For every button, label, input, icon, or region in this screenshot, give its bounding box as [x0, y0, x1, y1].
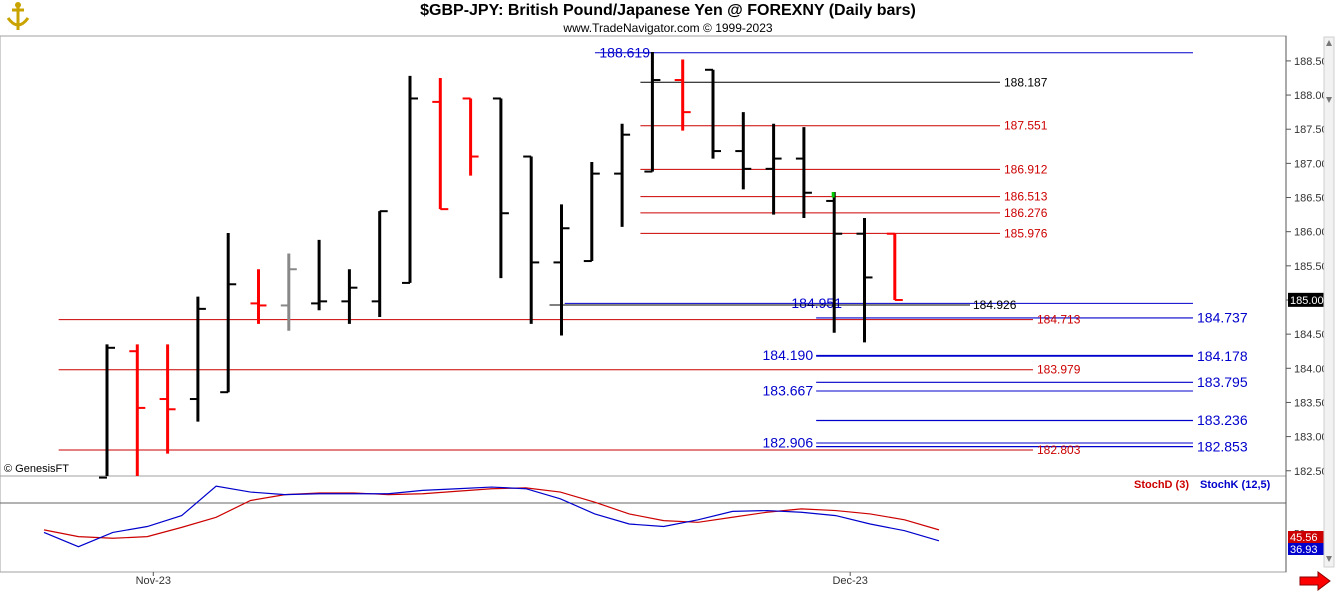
ohlc-bar	[371, 210, 388, 318]
fib-levels: 188.619 188.187 187.551 186.912 186.513 186.2…	[58, 44, 1248, 457]
level-label: 184.951	[791, 295, 842, 311]
stochastic-plot-area	[0, 475, 1287, 573]
price-plot-area	[0, 35, 1287, 477]
ohlc-bar	[765, 123, 782, 215]
level-label: 185.976	[1004, 226, 1048, 240]
level-label: 186.912	[1004, 162, 1048, 176]
last-price-box	[1288, 292, 1333, 307]
scroll-up-icon[interactable]	[1326, 40, 1332, 46]
ohlc-bar	[886, 232, 903, 301]
level-label: 184.926	[973, 298, 1017, 312]
ohlc-bar	[462, 97, 479, 176]
level-label: 188.187	[1004, 75, 1048, 89]
level-label: 183.236	[1197, 412, 1248, 428]
stoch-d-box	[1288, 531, 1333, 543]
level-label: 184.190	[763, 347, 814, 363]
level-label: 186.513	[1004, 190, 1048, 204]
level-label: 182.853	[1197, 438, 1248, 454]
last-price-label: 185.002	[1290, 295, 1330, 307]
logo-ring	[15, 2, 21, 8]
decorations: © GenesisFT	[4, 2, 1335, 591]
chart-title: $GBP-JPY: British Pound/Japanese Yen @ F…	[420, 2, 916, 19]
ohlc-bar	[432, 77, 449, 211]
chart-subtitle: www.TradeNavigator.com © 1999-2023	[563, 21, 773, 35]
ohlc-bar	[735, 112, 752, 190]
ohlc-bar	[159, 344, 176, 454]
level-label: 182.803	[1037, 443, 1081, 457]
ohlc-bar	[856, 218, 873, 343]
ohlc-bar	[523, 155, 540, 324]
ohlc-bar	[826, 192, 843, 333]
ohlc-bar	[583, 162, 600, 263]
level-label: 187.551	[1004, 119, 1048, 133]
ohlc-bar	[311, 239, 328, 311]
level-label: 186.276	[1004, 206, 1048, 220]
ohlc-bar	[795, 127, 812, 219]
ohlc-bar	[129, 344, 146, 476]
ohlc-bar	[705, 68, 721, 159]
level-label: 182.906	[763, 435, 814, 451]
level-label: 184.713	[1037, 313, 1081, 327]
genesis-label: © GenesisFT	[4, 463, 69, 475]
legend-stoch-d: StochD (3)	[1134, 479, 1189, 491]
time-axis: Nov-23 Dec-23	[136, 572, 868, 587]
level-label: 183.795	[1197, 374, 1248, 390]
ohlc-bar	[250, 269, 267, 324]
scroll-down-icon[interactable]	[1326, 97, 1332, 103]
ohlc-bar	[99, 344, 115, 479]
stoch-k-box	[1288, 543, 1333, 555]
ohlc-bar	[644, 52, 661, 173]
ohlc-bar	[220, 233, 237, 394]
legend-stoch-k: StochK (12,5)	[1200, 479, 1271, 491]
ohlc-bar	[553, 204, 570, 336]
trade-navigator-logo-icon	[6, 2, 30, 30]
level-label: 188.619	[599, 44, 650, 60]
level-label: 184.178	[1197, 348, 1248, 364]
level-label: 183.979	[1037, 363, 1081, 377]
price-bars	[99, 52, 903, 479]
ohlc-bar	[492, 97, 509, 279]
stoch-line	[43, 487, 940, 539]
stoch-line	[43, 485, 940, 548]
level-label: 184.737	[1197, 310, 1248, 326]
scroll-right-arrow-icon[interactable]	[1299, 571, 1331, 591]
level-label: 183.667	[763, 383, 814, 399]
ohlc-bar	[280, 253, 297, 331]
stoch-k-value: 36.93	[1290, 544, 1318, 556]
chart-frame	[0, 35, 1336, 573]
scroll-down-bottom-icon[interactable]	[1326, 556, 1332, 562]
x-tick-label: Dec-23	[832, 575, 867, 587]
scrollbar-track[interactable]	[1323, 36, 1335, 568]
ohlc-bar	[674, 59, 691, 131]
ohlc-bar	[341, 269, 358, 324]
stoch-d-value: 45.56	[1290, 532, 1318, 544]
ohlc-bar	[189, 296, 206, 422]
logo-anchor	[6, 4, 30, 30]
x-tick-label: Nov-23	[136, 575, 171, 587]
ohlc-bar	[614, 123, 631, 227]
ohlc-bar	[402, 75, 418, 284]
